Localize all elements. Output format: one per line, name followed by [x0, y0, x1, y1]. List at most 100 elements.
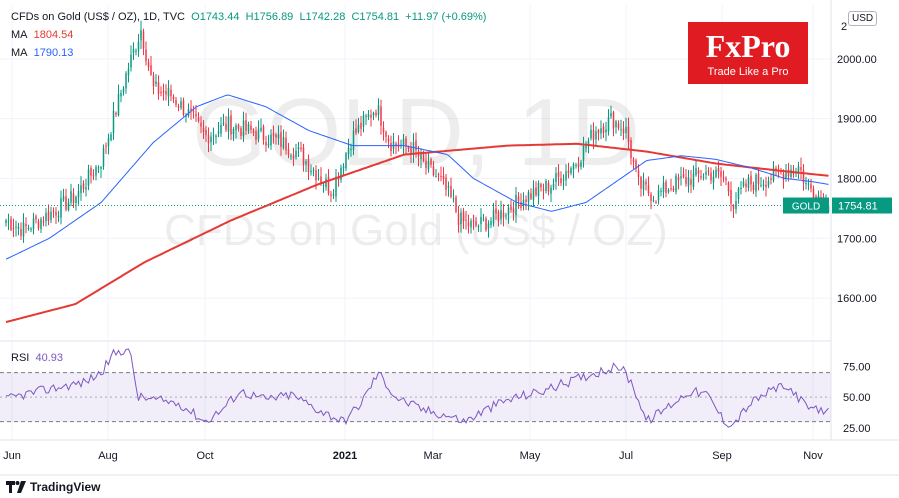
candle-body — [785, 171, 787, 179]
candle-body — [502, 212, 505, 218]
candle-body — [375, 112, 377, 115]
candle-body — [617, 123, 620, 129]
candle-body — [177, 106, 180, 108]
tradingview-attribution[interactable]: TradingView — [6, 480, 100, 494]
price-axis-bg — [831, 0, 899, 440]
candle-body — [187, 108, 190, 116]
candle-body — [292, 154, 295, 159]
candle-body — [492, 209, 495, 224]
candle-body — [112, 110, 115, 134]
candle-body — [462, 211, 465, 222]
candle-body — [32, 218, 35, 229]
candle-body — [797, 166, 800, 173]
candle-body — [342, 166, 345, 169]
candle-body — [677, 177, 680, 181]
candle-body — [547, 182, 550, 192]
tradingview-logo-icon — [6, 481, 26, 493]
candle-body — [252, 129, 255, 133]
time-tick-label: Nov — [803, 450, 823, 462]
candle-body — [82, 183, 85, 189]
candle-body — [300, 147, 302, 150]
candle-body — [245, 120, 247, 131]
candle-body — [627, 126, 630, 143]
candle-body — [77, 191, 80, 198]
candle-body — [552, 184, 555, 188]
candle-body — [582, 145, 585, 161]
candle-body — [337, 177, 340, 180]
candle-body — [457, 213, 460, 225]
candle-body — [305, 161, 307, 165]
ma1-legend[interactable]: MA 1804.54 — [11, 29, 73, 41]
candle-body — [760, 184, 762, 186]
candle-body — [672, 188, 675, 191]
candle-body — [87, 169, 90, 186]
price-tick-label: 2000.00 — [837, 54, 877, 66]
candle-body — [520, 202, 522, 208]
candle-body — [182, 100, 185, 115]
candle-body — [147, 61, 150, 68]
candle-body — [722, 177, 725, 179]
candle-body — [515, 194, 517, 216]
rsi-line — [6, 348, 829, 428]
currency-button[interactable]: USD — [848, 11, 878, 26]
candle-body — [257, 128, 260, 140]
candle-body — [47, 211, 50, 221]
candle-body — [100, 167, 102, 169]
candle-body — [480, 216, 482, 225]
candle-body — [440, 175, 442, 177]
candle-body — [642, 180, 645, 190]
candle-body — [500, 210, 502, 220]
time-tick-label: Oct — [196, 450, 213, 462]
candle-body — [302, 147, 305, 165]
rsi-tick-label: 50.00 — [843, 392, 871, 404]
candle-body — [45, 213, 47, 221]
candle-body — [5, 220, 7, 223]
rsi-value: 40.93 — [35, 352, 63, 364]
candle-body — [747, 177, 750, 188]
candle-body — [605, 129, 607, 133]
candle-body — [712, 176, 715, 183]
candle-body — [505, 215, 507, 217]
candle-body — [610, 113, 612, 117]
candle-body — [587, 140, 590, 147]
fxpro-logo: FxPro Trade Like a Pro — [688, 22, 808, 84]
candle-body — [340, 167, 342, 180]
rsi-legend[interactable]: RSI 40.93 — [11, 352, 63, 364]
candle-body — [347, 148, 350, 155]
candle-body — [390, 142, 392, 152]
candle-body — [512, 208, 515, 214]
candle-body — [702, 176, 705, 178]
price-tick-label: 1800.00 — [837, 173, 877, 185]
logo-brand: FxPro — [705, 28, 791, 64]
candle-body — [277, 134, 280, 139]
candle-body — [227, 116, 230, 132]
candle-body — [775, 168, 777, 170]
candle-body — [97, 167, 100, 169]
candle-body — [460, 212, 462, 224]
candle-body — [525, 199, 527, 202]
candle-body — [240, 128, 242, 136]
ma2-legend[interactable]: MA 1790.13 — [11, 47, 73, 59]
candle-body — [40, 219, 42, 230]
low-value: L1742.28 — [299, 11, 346, 23]
candle-body — [447, 186, 450, 188]
candle-body — [745, 183, 747, 187]
candle-body — [730, 189, 732, 204]
candle-body — [362, 115, 365, 127]
candle-body — [222, 122, 225, 125]
time-tick-label: Aug — [98, 450, 118, 462]
candle-body — [645, 181, 647, 185]
candle-body — [550, 187, 552, 194]
candle-body — [367, 114, 370, 118]
candle-body — [235, 125, 237, 131]
candle-body — [655, 201, 657, 203]
candle-body — [92, 175, 95, 177]
candles — [5, 20, 830, 243]
candle-body — [215, 135, 217, 138]
candle-body — [180, 101, 182, 108]
candle-body — [615, 121, 617, 128]
candle-body — [265, 141, 267, 146]
watermark-name: CFDs on Gold (US$ / OZ) — [164, 206, 668, 255]
candle-body — [137, 41, 140, 51]
